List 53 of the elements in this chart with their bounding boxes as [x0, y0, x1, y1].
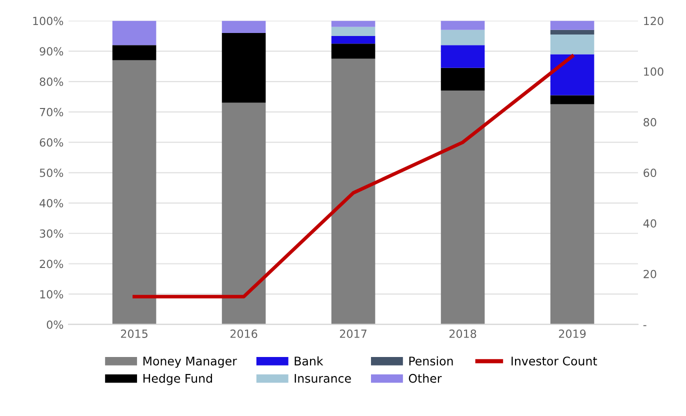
bar — [550, 30, 594, 34]
bar — [112, 60, 156, 324]
bar — [440, 30, 485, 46]
y2-tick-label: - — [643, 325, 646, 326]
bar — [550, 95, 594, 104]
legend-label: Other — [408, 374, 442, 383]
bar — [440, 68, 485, 91]
legend-label: Investor Count — [512, 356, 598, 366]
bar — [550, 54, 594, 96]
y-tick-label: 60% — [40, 138, 64, 147]
x-tick-label: 2017 — [340, 330, 366, 338]
y-tick-label: 40% — [40, 198, 64, 208]
y-tick-label: 80% — [40, 78, 64, 86]
y-tick-label: 0% — [46, 320, 64, 329]
y2-tick-label: 120 — [644, 16, 664, 26]
legend-label: Bank — [294, 356, 324, 366]
y2-tick-label: 60 — [644, 168, 656, 178]
bar — [440, 90, 485, 324]
bar — [222, 102, 266, 324]
y-tick-label: 30% — [40, 229, 64, 238]
y2-tick-label: 80 — [644, 118, 656, 126]
bar — [331, 58, 376, 324]
x-tick-label: 2015 — [120, 330, 148, 338]
bar — [331, 44, 376, 59]
legend-label: Pension — [409, 356, 453, 366]
legend-label: Money Manager — [143, 356, 237, 368]
x-tick-label: 2019 — [558, 330, 586, 338]
y-tick-label: 10% — [40, 290, 64, 298]
bar — [550, 104, 594, 324]
y-tick-label: 20% — [40, 260, 64, 268]
legend-label: Hedge Fund — [143, 374, 212, 386]
bar — [550, 20, 594, 30]
bar — [222, 32, 266, 103]
bar — [440, 45, 485, 68]
bar — [331, 36, 376, 44]
y-tick-label: 50% — [40, 168, 64, 178]
y-tick-label: 100% — [33, 16, 64, 26]
bar — [331, 26, 376, 36]
x-tick-label: 2016 — [230, 330, 258, 338]
line-series — [132, 54, 574, 298]
legend-label: Insurance — [294, 374, 351, 383]
y2-tick-label: 100 — [644, 67, 664, 76]
y-tick-label: 90% — [40, 47, 64, 56]
bar — [112, 20, 156, 46]
bar — [440, 20, 485, 30]
x-tick-label: 2018 — [449, 330, 476, 338]
bar — [550, 34, 594, 54]
y-tick-label: 70% — [40, 108, 64, 116]
bar — [222, 20, 266, 33]
y2-tick-label: 40 — [643, 219, 656, 228]
bar — [112, 45, 156, 60]
y2-tick-label: 20 — [644, 270, 656, 278]
bar — [331, 20, 376, 27]
